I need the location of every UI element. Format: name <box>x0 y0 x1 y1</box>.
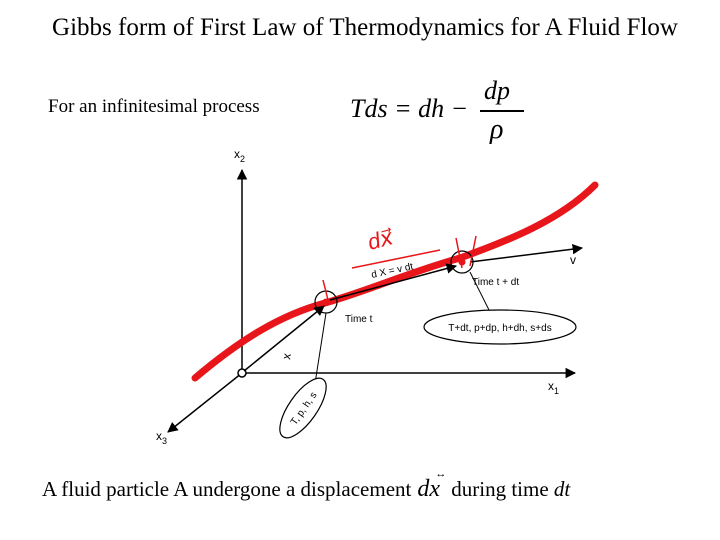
equation-lhs: Tds = dh − <box>350 94 469 123</box>
velocity-vector <box>469 243 584 263</box>
position-vector-label: x <box>279 352 294 360</box>
equation-numerator: dp <box>484 76 510 105</box>
slide-title: Gibbs form of First Law of Thermodynamic… <box>52 14 678 41</box>
position-vector <box>243 305 325 372</box>
caption-dx-text: dx <box>417 476 441 502</box>
fluid-particle-diagram: x2 x1 x3 x d X = v dt v Time t Time t + … <box>156 147 599 446</box>
caption-after: during time <box>451 477 549 501</box>
intro-text: For an infinitesimal process <box>48 96 260 117</box>
handwritten-underline <box>351 249 441 269</box>
x1-axis-label: x1 <box>548 379 559 396</box>
x3-axis-label: x3 <box>156 429 167 446</box>
handwritten-tick-t <box>322 279 329 301</box>
x3-axis <box>167 372 243 433</box>
caption-dt: dt <box>553 477 571 501</box>
time-t-dt-label: Time t + dt <box>472 277 519 288</box>
state-t-ellipse <box>279 377 327 439</box>
handwritten-dx-note: dx⃗ <box>365 224 397 255</box>
handwritten-tick <box>455 235 477 269</box>
state-t-leader <box>313 312 327 391</box>
caption-dx-accent: ↔ <box>435 468 447 480</box>
displacement-vector <box>329 263 458 301</box>
state-t-dt-leader <box>469 271 491 313</box>
state-t-dt-text: T+dt, p+dp, h+dh, s+ds <box>448 323 551 334</box>
caption-before: A fluid particle A undergone a displacem… <box>42 477 412 501</box>
particle-time-t-dot <box>322 298 330 306</box>
particle-pathline <box>191 181 599 382</box>
x2-axis-label: x2 <box>234 147 245 164</box>
equation-denominator: ρ <box>490 114 504 145</box>
gibbs-equation: Tds = dh − dp ρ <box>350 76 540 156</box>
time-t-label: Time t <box>345 314 373 325</box>
velocity-label: v <box>570 253 576 267</box>
state-t-dt-ellipse <box>423 309 577 345</box>
fraction-bar <box>480 110 524 112</box>
particle-time-t-dt <box>450 250 474 274</box>
caption-dx-symbol: ↔ dx <box>417 468 446 503</box>
caption: A fluid particle A undergone a displacem… <box>42 468 571 503</box>
